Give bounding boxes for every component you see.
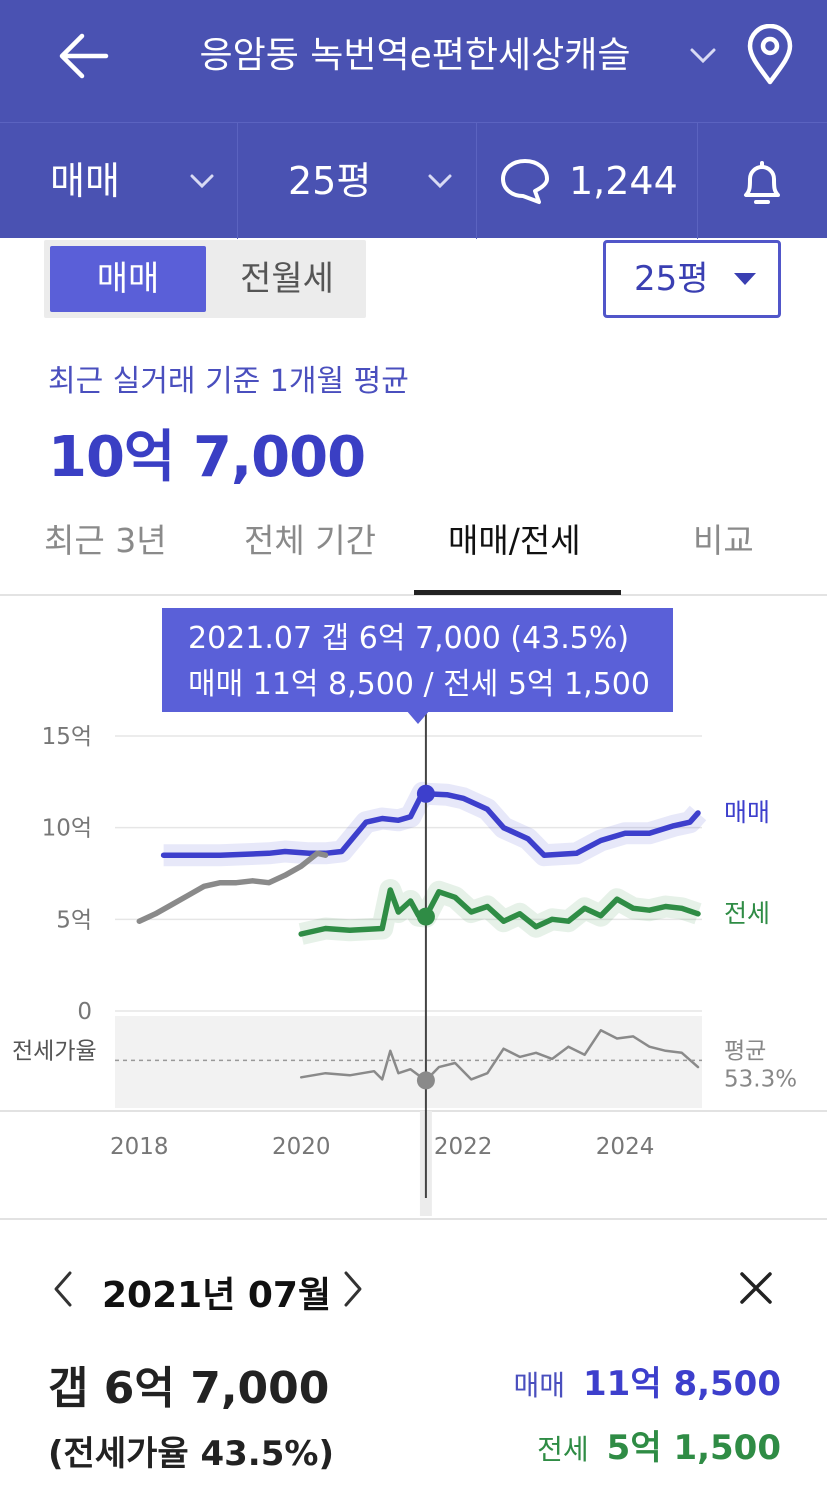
chart-tooltip: 2021.07 갭 6억 7,000 (43.5%) 매매 11억 8,500 … bbox=[162, 608, 673, 712]
tooltip-gap-line: 2021.07 갭 6억 7,000 (43.5%) bbox=[188, 621, 630, 656]
period-tabs: 최근 3년 전체 기간 매매/전세 비교 bbox=[0, 500, 827, 596]
chevron-down-icon[interactable] bbox=[686, 40, 720, 70]
bell-icon bbox=[744, 161, 780, 204]
average-value: 53.3% bbox=[724, 1066, 797, 1092]
segment-sale[interactable]: 매매 bbox=[50, 246, 206, 312]
jeonse-label: 전세 bbox=[537, 1433, 589, 1466]
ratio-axis-label: 전세가율 bbox=[12, 1038, 97, 1064]
series-line bbox=[298, 887, 701, 937]
ratio-band-background bbox=[115, 1016, 702, 1108]
close-icon[interactable] bbox=[736, 1268, 776, 1308]
x-tick-label: 2018 bbox=[110, 1134, 169, 1160]
x-tick-label: 2024 bbox=[596, 1134, 655, 1160]
series-end-label: 전세 bbox=[724, 899, 770, 928]
size-select[interactable]: 25평 bbox=[603, 240, 781, 318]
speech-bubble-icon bbox=[501, 159, 549, 204]
chevron-down-icon bbox=[428, 174, 452, 189]
tooltip-pointer bbox=[406, 710, 430, 724]
comment-count: 1,244 bbox=[569, 159, 678, 203]
filter-bar: 매매 25평 1,244 bbox=[0, 122, 827, 239]
tab-all-period[interactable]: 전체 기간 bbox=[244, 521, 376, 560]
chevron-right-icon[interactable] bbox=[338, 1268, 368, 1310]
chevron-left-icon[interactable] bbox=[48, 1268, 78, 1310]
gap-amount: 갭 6억 7,000 bbox=[48, 1363, 330, 1414]
series-range-band bbox=[163, 781, 707, 867]
series-end-label: 매매 bbox=[724, 798, 770, 827]
trade-type-filter[interactable]: 매매 bbox=[0, 123, 238, 239]
price-basis-caption: 최근 실거래 기준 1개월 평균 bbox=[48, 364, 409, 399]
notify-button[interactable] bbox=[698, 123, 827, 239]
app-bar: 응암동 녹번역e편한세상캐슬 bbox=[0, 0, 827, 122]
y-tick-label: 10억 bbox=[42, 816, 92, 842]
trade-type-label: 매매 bbox=[50, 159, 120, 203]
comments-button[interactable]: 1,244 bbox=[477, 123, 698, 239]
size-select-value: 25평 bbox=[634, 259, 709, 299]
x-tick-label: 2020 bbox=[272, 1134, 331, 1160]
sale-label: 매매 bbox=[513, 1369, 566, 1402]
month-detail-panel: 2021년 07월 갭 6억 7,000 (전세가율 43.5%) 매매 11억 … bbox=[0, 1218, 827, 1490]
selected-point-marker bbox=[416, 1071, 435, 1090]
trade-segment: 매매 전월세 bbox=[44, 240, 366, 318]
y-tick-label: 5억 bbox=[56, 907, 92, 933]
series-line bbox=[160, 790, 701, 858]
y-tick-label: 0 bbox=[77, 999, 92, 1025]
active-tab-indicator bbox=[414, 590, 621, 595]
tooltip-price-line: 매매 11억 8,500 / 전세 5억 1,500 bbox=[188, 667, 650, 702]
size-filter[interactable]: 25평 bbox=[238, 123, 477, 239]
segment-jeonse-wolse[interactable]: 전월세 bbox=[240, 259, 334, 299]
y-tick-label: 15억 bbox=[42, 724, 92, 750]
tab-compare[interactable]: 비교 bbox=[693, 521, 754, 560]
map-pin-icon[interactable] bbox=[744, 24, 796, 86]
selected-point-marker bbox=[416, 907, 435, 926]
size-label: 25평 bbox=[288, 159, 372, 203]
jeonse-ratio: (전세가율 43.5%) bbox=[48, 1434, 334, 1474]
jeonse-value: 5억 1,500 bbox=[606, 1428, 781, 1468]
apartment-title[interactable]: 응암동 녹번역e편한세상캐슬 bbox=[199, 35, 631, 76]
jeonse-price-row: 전세 5억 1,500 bbox=[537, 1420, 781, 1469]
series-line bbox=[136, 850, 329, 924]
triangle-down-icon bbox=[734, 273, 756, 285]
x-tick-label: 2022 bbox=[434, 1134, 493, 1160]
selected-point-marker bbox=[416, 784, 435, 803]
sale-value: 11억 8,500 bbox=[583, 1364, 781, 1404]
selected-month: 2021년 07월 bbox=[102, 1275, 332, 1316]
average-price: 10억 7,000 bbox=[48, 425, 366, 490]
tab-recent-3y[interactable]: 최근 3년 bbox=[44, 521, 167, 560]
chevron-down-icon bbox=[190, 174, 214, 189]
series-line bbox=[299, 1029, 700, 1082]
sale-price-row: 매매 11억 8,500 bbox=[513, 1356, 781, 1405]
tab-sale-jeonse[interactable]: 매매/전세 bbox=[448, 521, 581, 560]
average-label: 평균 bbox=[724, 1038, 766, 1064]
arrow-left-icon[interactable] bbox=[56, 30, 112, 82]
